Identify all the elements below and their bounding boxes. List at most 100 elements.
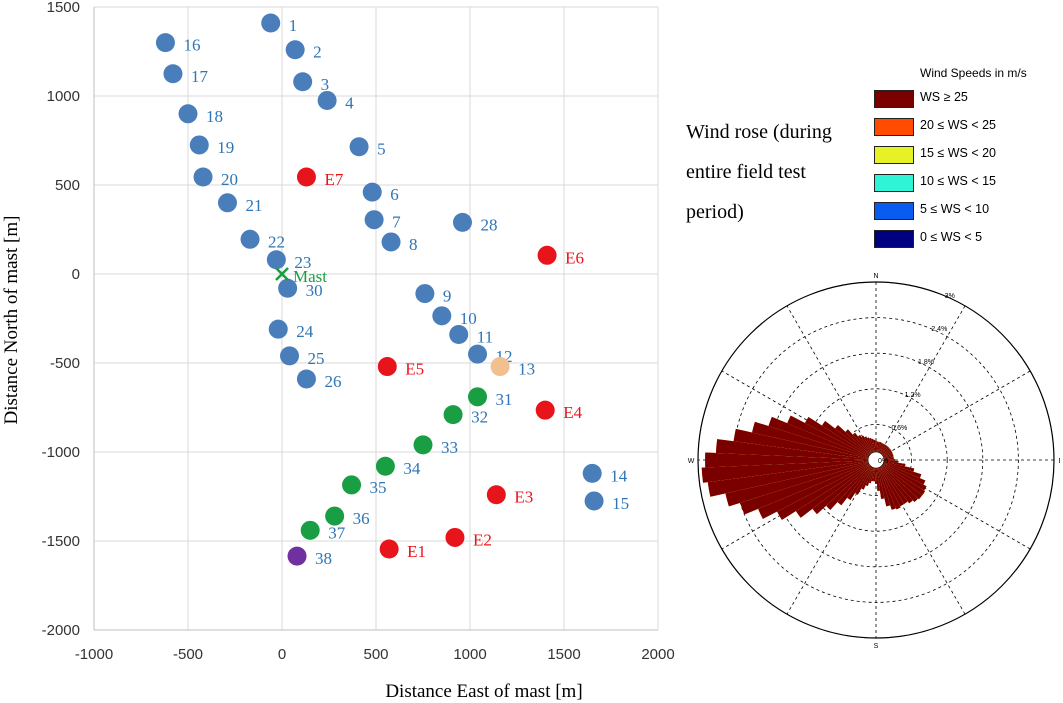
rose-sector <box>837 460 876 506</box>
rose-wedge <box>787 415 876 460</box>
point-6 <box>362 182 382 202</box>
rose-wedge <box>826 460 876 510</box>
scatter-plot: -1000 -500 0 500 1000 1500 2000 1500 1000 500 0 -50… <box>1 0 675 702</box>
rose-wedge <box>876 460 918 502</box>
y-tick-label: 0 <box>72 266 80 283</box>
point-E3 <box>486 485 506 505</box>
legend-swatch <box>874 146 914 164</box>
rose-sector <box>876 459 895 461</box>
rose-wedge <box>707 460 876 497</box>
y-tick-label: -2000 <box>42 622 80 639</box>
point-38 <box>287 546 307 566</box>
rose-sector <box>705 452 876 468</box>
rose-direction-N: N <box>873 273 878 280</box>
point-31 <box>468 387 488 407</box>
point-26 <box>296 369 316 389</box>
wind-rose: N E S W 0% 0.6% 1.2% 1.8% 2.4% 3% <box>688 273 1060 650</box>
point-label-E1: E1 <box>407 542 426 561</box>
rose-sector <box>876 460 913 504</box>
rose-center <box>867 451 885 469</box>
point-10 <box>432 306 452 326</box>
x-tick-label: -1000 <box>75 646 113 663</box>
point-label-1: 1 <box>289 16 298 35</box>
point-label-25: 25 <box>308 349 325 368</box>
rose-sector <box>876 460 922 479</box>
point-28 <box>452 212 472 232</box>
point-label-E7: E7 <box>324 170 343 189</box>
rose-spoke <box>721 370 1031 550</box>
point-32 <box>443 405 463 425</box>
rose-wedge <box>876 460 926 485</box>
rose-sector <box>876 453 893 460</box>
point-label-E3: E3 <box>514 488 533 507</box>
rose-wedge <box>876 460 923 500</box>
point-E1 <box>379 539 399 559</box>
rose-wedge <box>715 439 876 460</box>
point-label-19: 19 <box>217 138 234 157</box>
point-20 <box>193 167 213 187</box>
wind-rose-caption: Wind rose (during entire field test peri… <box>686 112 832 232</box>
point-label-38: 38 <box>315 549 332 568</box>
rose-sector <box>875 441 877 460</box>
rose-sector <box>701 460 876 483</box>
x-tick-label: 2000 <box>641 646 674 663</box>
point-25 <box>280 346 300 366</box>
point-label-8: 8 <box>409 235 418 254</box>
point-12 <box>468 344 488 364</box>
rose-sector <box>876 460 927 491</box>
axis-ticks: -1000 -500 0 500 1000 1500 2000 1500 1000 500 0 -50… <box>42 0 675 663</box>
rose-sector <box>876 460 915 472</box>
legend-label: WS ≥ 25 <box>920 90 968 104</box>
point-label-35: 35 <box>370 478 387 497</box>
rose-wedge <box>758 460 876 519</box>
rose-sector <box>845 429 876 460</box>
rose-wedge <box>875 441 877 460</box>
point-30 <box>278 278 298 298</box>
rose-radial-label: 3% <box>945 293 955 300</box>
point-label-18: 18 <box>206 107 223 126</box>
rose-wedge <box>876 460 891 507</box>
point-label-36: 36 <box>353 509 370 528</box>
rose-wedges <box>701 415 927 520</box>
point-E7 <box>296 167 316 187</box>
rose-spoke <box>721 370 1031 550</box>
rose-wedge <box>876 460 885 499</box>
rose-wedge <box>876 460 896 510</box>
point-22 <box>240 229 260 249</box>
point-label-11: 11 <box>477 328 493 347</box>
rose-sector <box>876 460 891 507</box>
rose-wedge <box>837 460 876 506</box>
x-tick-label: 0 <box>278 646 286 663</box>
y-tick-label: -500 <box>50 355 80 372</box>
point-label-E5: E5 <box>405 360 424 379</box>
rose-direction-S: S <box>874 643 879 650</box>
rose-wedge <box>835 425 876 460</box>
plot-points: 1234567891011121415161718192021222324252… <box>155 13 629 568</box>
point-label-15: 15 <box>612 494 629 513</box>
rose-wedge <box>740 460 876 515</box>
rose-wedge <box>876 460 908 505</box>
caption-line: Wind rose (during <box>686 121 832 143</box>
point-E4 <box>535 400 555 420</box>
rose-spoke <box>786 305 966 615</box>
rose-sector <box>876 460 885 499</box>
point-E2 <box>445 527 465 547</box>
point-label-24: 24 <box>296 322 314 341</box>
rose-sector <box>821 420 876 460</box>
rose-wedge <box>821 420 876 460</box>
plot-annotations: Mast <box>275 267 327 286</box>
mast-label: Mast <box>293 267 327 286</box>
y-tick-label: 500 <box>55 177 80 194</box>
point-15 <box>584 491 604 511</box>
caption-line: entire field test <box>686 161 806 183</box>
point-label-37: 37 <box>328 523 346 542</box>
rose-wedge <box>874 460 878 484</box>
y-tick-label: -1500 <box>42 533 80 550</box>
rose-wedge <box>876 460 927 491</box>
rose-wedge <box>876 459 895 461</box>
point-label-6: 6 <box>390 185 399 204</box>
x-tick-label: 1000 <box>453 646 486 663</box>
rose-wedge <box>768 416 876 460</box>
point-13 <box>490 357 510 377</box>
rose-wedge <box>795 460 876 518</box>
